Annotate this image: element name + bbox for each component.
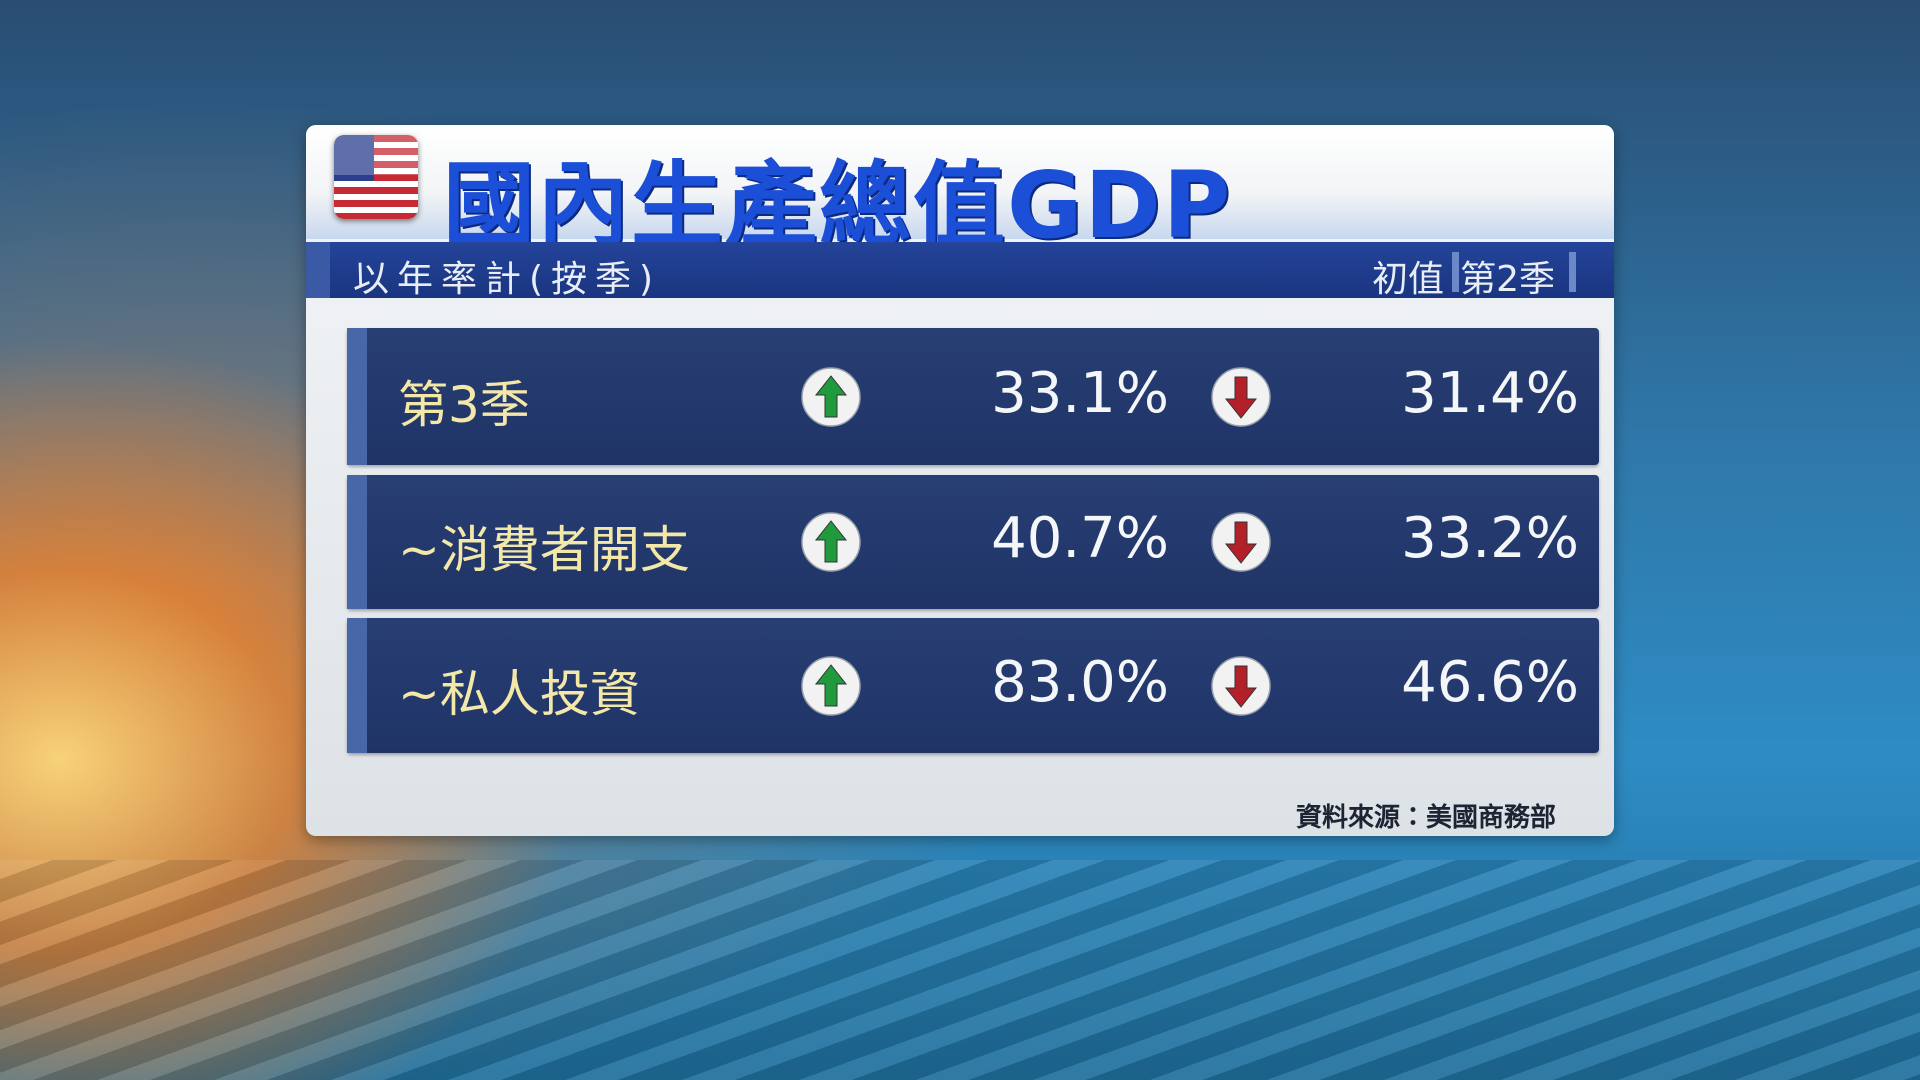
- up-arrow-icon: [801, 512, 861, 572]
- subtitle: 以年率計(按季): [353, 259, 662, 300]
- table-row: 第3季 33.1% 31.4%: [347, 328, 1599, 465]
- row-label: ~消費者開支: [398, 521, 690, 579]
- down-arrow-icon: [1211, 512, 1271, 572]
- q2-value: 33.2%: [1401, 506, 1579, 571]
- subheader-band: 以年率計(按季) 初值 第2季: [306, 242, 1614, 300]
- us-flag: [334, 135, 418, 219]
- table-row: ~私人投資 83.0% 46.6%: [347, 618, 1599, 753]
- initial-value: 33.1%: [991, 360, 1169, 426]
- title: 國內生產總值GDP: [443, 152, 1233, 259]
- table-row: ~消費者開支 40.7% 33.2%: [347, 475, 1599, 609]
- down-arrow-icon: [1211, 366, 1271, 427]
- row-edge: [347, 618, 367, 753]
- down-arrow-icon: [1211, 655, 1271, 716]
- row-label: ~私人投資: [398, 664, 640, 723]
- column-header: 初值: [1371, 259, 1444, 300]
- up-arrow-icon: [801, 655, 861, 716]
- column-header: 第2季: [1460, 259, 1555, 300]
- source: 資料來源：美國商務部: [1295, 803, 1556, 833]
- initial-value: 83.0%: [991, 649, 1169, 715]
- row-edge: [347, 475, 367, 609]
- band-edge: [306, 242, 330, 298]
- up-arrow-icon: [801, 366, 861, 427]
- column-mark: [1452, 252, 1459, 292]
- panel: 國內生產總值GDP 以年率計(按季) 初值 第2季 第3季 33.1% 31.4% ~…: [306, 125, 1614, 836]
- row-label: 第3季: [398, 375, 530, 434]
- title-band: 國內生產總值GDP: [306, 125, 1614, 259]
- q2-value: 46.6%: [1401, 649, 1579, 715]
- initial-value: 40.7%: [991, 506, 1169, 571]
- q2-value: 31.4%: [1401, 360, 1579, 426]
- column-mark: [1569, 252, 1576, 292]
- background-floor: [0, 860, 1920, 1080]
- row-edge: [347, 328, 367, 465]
